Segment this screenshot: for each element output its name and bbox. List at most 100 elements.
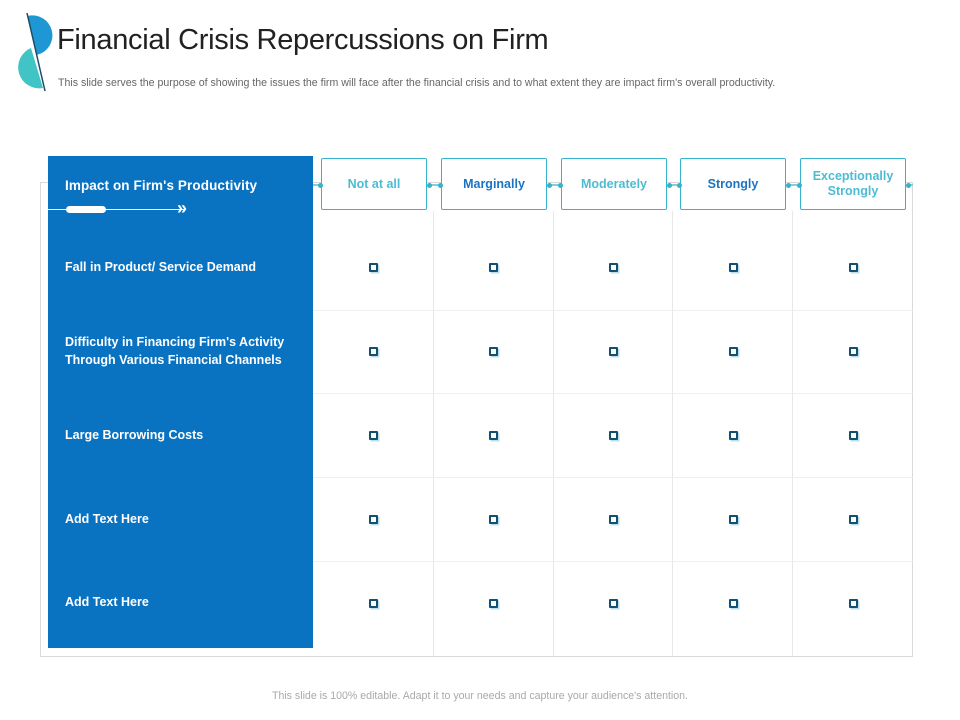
matrix-cell — [553, 561, 673, 645]
checkbox-icon[interactable] — [728, 430, 738, 440]
matrix-cell — [433, 310, 553, 394]
grid-line-vertical — [553, 211, 554, 656]
connector — [427, 182, 443, 188]
checkbox-icon[interactable] — [608, 598, 618, 608]
connector-line — [788, 184, 800, 186]
slide-footer: This slide is 100% editable. Adapt it to… — [271, 690, 689, 702]
logo-teal-half-circle — [18, 48, 43, 89]
arrow-line — [48, 208, 184, 211]
checkbox-icon[interactable] — [848, 347, 858, 357]
checkbox-icon[interactable] — [608, 263, 618, 273]
connector — [906, 182, 913, 188]
matrix-cell — [793, 226, 913, 310]
checkbox-icon[interactable] — [368, 347, 378, 357]
grid-line-vertical — [672, 211, 673, 656]
connector-dot — [318, 182, 323, 188]
checkbox-icon[interactable] — [848, 598, 858, 608]
matrix-cell — [553, 310, 673, 394]
matrix-cell — [673, 477, 793, 561]
arrow-pill — [66, 206, 106, 213]
checkbox-icon[interactable] — [608, 430, 618, 440]
row-header-panel: Impact on Firm's Productivity » Fall in … — [48, 156, 313, 648]
matrix-cell — [433, 394, 553, 478]
chevron-right-icon: » — [177, 198, 188, 218]
grid-line-horizontal — [313, 561, 913, 562]
grid-line-horizontal — [313, 477, 913, 478]
matrix-cell — [673, 226, 793, 310]
matrix-cell — [433, 226, 553, 310]
matrix-cell — [313, 394, 433, 478]
checkbox-matrix — [313, 226, 913, 645]
checkbox-icon[interactable] — [728, 263, 738, 273]
checkbox-icon[interactable] — [368, 263, 378, 273]
matrix-cell — [313, 310, 433, 394]
connector-dot — [786, 182, 791, 188]
checkbox-icon[interactable] — [488, 514, 498, 524]
connector-line — [669, 184, 680, 186]
matrix-cell — [313, 477, 433, 561]
checkbox-icon[interactable] — [488, 347, 498, 357]
row-label-financing-difficulty: Difficulty in Financing Firm's Activity … — [65, 335, 285, 367]
logo-diagonal-line — [26, 12, 46, 92]
grid-line-vertical — [433, 211, 434, 656]
connector-dot — [667, 182, 672, 188]
connector — [313, 182, 323, 188]
matrix-cell — [433, 477, 553, 561]
grid-line-horizontal — [313, 393, 913, 394]
connector-dot — [558, 182, 563, 188]
matrix-cell — [553, 394, 673, 478]
matrix-cell — [793, 477, 913, 561]
checkbox-icon[interactable] — [848, 514, 858, 524]
column-header-not-at-all: Not at all — [321, 158, 427, 210]
column-header-exceptionally-strongly: Exceptionally Strongly — [800, 158, 906, 210]
matrix-cell — [793, 561, 913, 645]
checkbox-icon[interactable] — [728, 347, 738, 357]
row-label-fall-in-demand: Fall in Product/ Service Demand — [65, 260, 257, 275]
column-header-marginally: Marginally — [441, 158, 547, 210]
matrix-cell — [313, 561, 433, 645]
connector-dot — [547, 182, 552, 188]
connector-line — [429, 184, 441, 186]
checkbox-icon[interactable] — [368, 430, 378, 440]
checkbox-icon[interactable] — [848, 263, 858, 273]
matrix-cell — [793, 394, 913, 478]
checkbox-icon[interactable] — [608, 347, 618, 357]
checkbox-icon[interactable] — [728, 598, 738, 608]
connector — [667, 182, 682, 188]
row-label-placeholder-1[interactable]: Add Text Here — [65, 511, 149, 526]
matrix-cell — [793, 310, 913, 394]
matrix-cell — [673, 394, 793, 478]
grid-line-vertical — [792, 211, 793, 656]
checkbox-icon[interactable] — [488, 598, 498, 608]
connector-dot — [438, 182, 443, 188]
row-header-title: Impact on Firm's Productivity — [65, 178, 258, 193]
connector-line — [549, 184, 561, 186]
row-label-list: Fall in Product/ Service Demand Difficul… — [48, 226, 313, 645]
matrix-cell — [553, 477, 673, 561]
matrix-cell — [553, 226, 673, 310]
checkbox-icon[interactable] — [368, 598, 378, 608]
matrix-cell — [673, 310, 793, 394]
connector-dot — [677, 182, 682, 188]
row-label-borrowing-costs: Large Borrowing Costs — [65, 427, 204, 442]
row-label-placeholder-2[interactable]: Add Text Here — [65, 595, 149, 610]
grid-line-horizontal — [313, 310, 913, 311]
matrix-cell — [433, 561, 553, 645]
connector — [547, 182, 563, 188]
slide-subtitle: This slide serves the purpose of showing… — [58, 77, 776, 89]
checkbox-icon[interactable] — [848, 430, 858, 440]
column-header-strongly: Strongly — [680, 158, 786, 210]
column-header-moderately: Moderately — [561, 158, 667, 210]
connector-dot — [797, 182, 802, 188]
checkbox-icon[interactable] — [608, 514, 618, 524]
checkbox-icon[interactable] — [368, 514, 378, 524]
matrix-cell — [673, 561, 793, 645]
matrix-cell — [313, 226, 433, 310]
brand-logo-icon — [18, 12, 53, 92]
checkbox-icon[interactable] — [488, 430, 498, 440]
checkbox-icon[interactable] — [488, 263, 498, 273]
checkbox-icon[interactable] — [728, 514, 738, 524]
connector-line — [313, 184, 321, 186]
logo-blue-half-circle — [27, 15, 53, 55]
